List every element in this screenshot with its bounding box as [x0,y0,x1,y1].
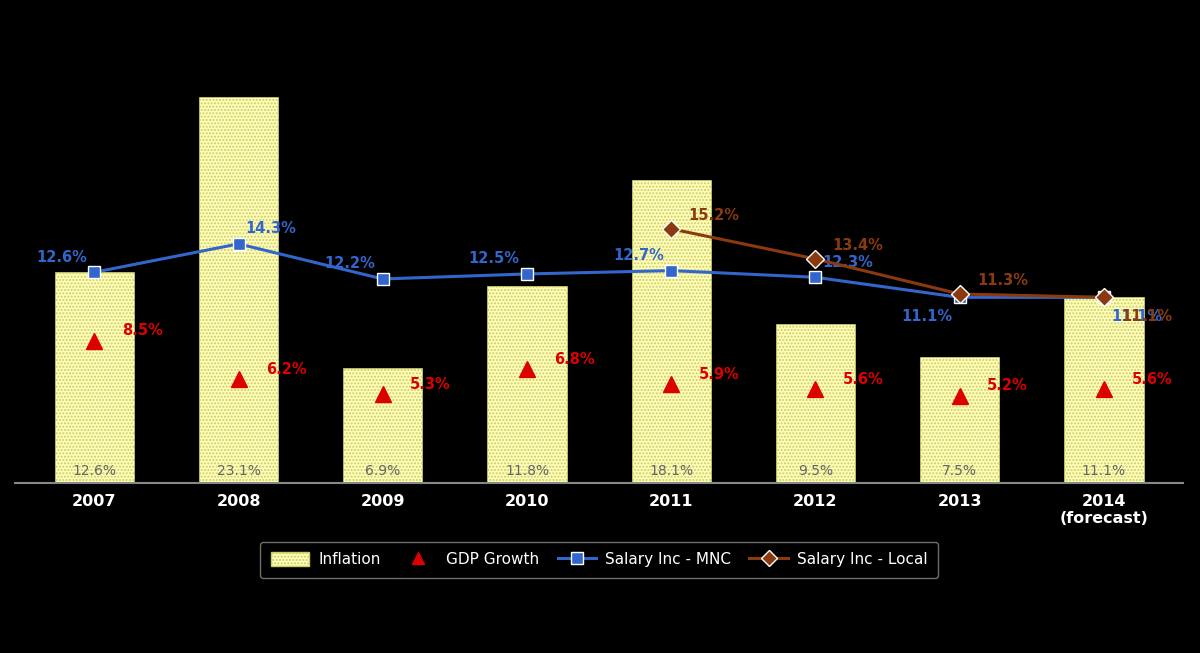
Text: 11.8%: 11.8% [505,464,550,478]
Text: 5.2%: 5.2% [988,378,1028,393]
Bar [631,180,710,483]
Text: 14.3%: 14.3% [246,221,296,236]
Text: 5.9%: 5.9% [698,367,739,382]
Text: 11.1%: 11.1% [1082,464,1126,478]
Text: 23.1%: 23.1% [217,464,260,478]
Text: 11.3%: 11.3% [977,273,1028,288]
Bar [199,97,278,483]
Bar [1064,297,1144,483]
Bar [776,324,856,483]
Text: 12.6%: 12.6% [36,249,88,264]
Text: 18.1%: 18.1% [649,464,694,478]
Text: 11.1%: 11.1% [1121,309,1172,324]
Text: 9.5%: 9.5% [798,464,833,478]
Bar [343,368,422,483]
Text: 5.6%: 5.6% [1132,372,1172,387]
Text: 6.9%: 6.9% [365,464,401,478]
Text: 12.6%: 12.6% [72,464,116,478]
Text: 7.5%: 7.5% [942,464,977,478]
Text: 12.7%: 12.7% [613,248,664,263]
Text: 5.6%: 5.6% [842,372,883,387]
Text: 6.8%: 6.8% [554,352,595,367]
Text: 11.1%: 11.1% [1111,309,1163,324]
Text: 12.2%: 12.2% [325,257,376,272]
Bar [487,285,566,483]
Text: 12.5%: 12.5% [469,251,520,266]
Text: 5.3%: 5.3% [410,377,451,392]
Text: 11.1%: 11.1% [901,309,953,324]
Text: 6.2%: 6.2% [266,362,306,377]
Text: 12.3%: 12.3% [823,255,874,270]
Bar [920,357,1000,483]
Text: 13.4%: 13.4% [833,238,883,253]
Text: 8.5%: 8.5% [121,323,163,338]
Bar [55,272,134,483]
Legend: Inflation, GDP Growth, Salary Inc - MNC, Salary Inc - Local: Inflation, GDP Growth, Salary Inc - MNC,… [260,541,938,578]
Text: 15.2%: 15.2% [689,208,739,223]
